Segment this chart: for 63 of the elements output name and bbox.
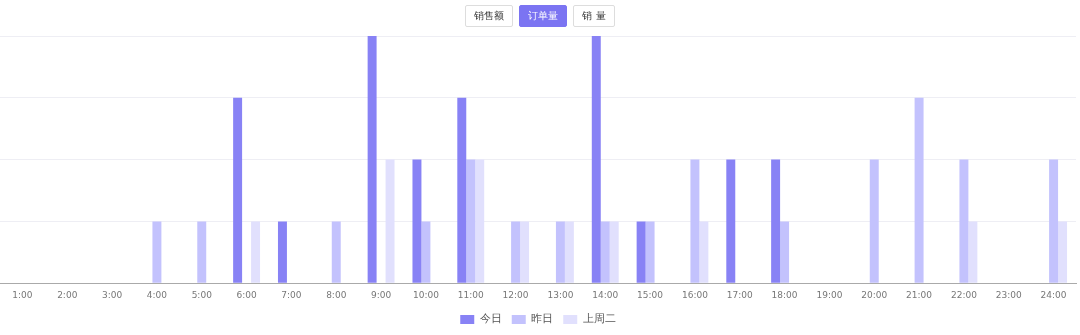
bar: [1058, 221, 1068, 283]
bar: [699, 221, 709, 283]
x-tick-label: 3:00: [101, 289, 123, 300]
x-tick-label: 13:00: [547, 289, 574, 300]
bar: [914, 97, 924, 283]
bar: [591, 36, 601, 283]
x-tick-label: 11:00: [457, 289, 484, 300]
x-tick-label: 24:00: [1040, 289, 1067, 300]
bar: [233, 97, 243, 283]
bar: [457, 97, 467, 283]
bar: [869, 159, 879, 283]
bar: [609, 221, 619, 283]
x-tick-label: 15:00: [637, 289, 664, 300]
legend-label: 上周二: [582, 312, 616, 326]
bar: [690, 159, 700, 283]
bar: [555, 221, 565, 283]
bar: [367, 36, 377, 283]
legend-label: 昨日: [531, 312, 554, 326]
bar: [197, 221, 207, 283]
x-tick-label: 18:00: [771, 289, 798, 300]
bar: [726, 159, 736, 283]
bar: [959, 159, 969, 283]
x-tick-label: 14:00: [592, 289, 619, 300]
text: 销 量: [573, 5, 615, 27]
x-tick-label: 5:00: [191, 289, 213, 300]
legend-label: 今日: [479, 312, 502, 326]
x-tick-label: 9:00: [370, 289, 392, 300]
bar: [645, 221, 655, 283]
x-tick-label: 20:00: [861, 289, 888, 300]
bar: [412, 159, 422, 283]
bar: [421, 221, 431, 283]
bar: [600, 221, 610, 283]
x-tick-label: 2:00: [57, 289, 78, 300]
x-tick-label: 12:00: [502, 289, 529, 300]
bar: [152, 221, 162, 283]
x-tick-label: 1:00: [12, 289, 33, 300]
x-tick-label: 10:00: [412, 289, 440, 300]
bar: [277, 221, 287, 283]
bar: [520, 221, 530, 283]
bar: [511, 221, 521, 283]
bar: [1049, 159, 1059, 283]
bar: [564, 221, 574, 283]
x-tick-label: 19:00: [816, 289, 843, 300]
bar: [771, 159, 781, 283]
bar: [636, 221, 646, 283]
x-tick-label: 8:00: [326, 289, 347, 300]
x-tick-label: 4:00: [146, 289, 168, 300]
bar: [475, 159, 485, 283]
x-tick-label: 21:00: [906, 289, 933, 300]
bar: [466, 159, 476, 283]
bar: [385, 159, 395, 283]
x-tick-label: 22:00: [950, 289, 978, 300]
x-tick-label: 17:00: [726, 289, 753, 300]
bar: [968, 221, 978, 283]
x-tick-label: 7:00: [281, 289, 302, 300]
x-tick-label: 6:00: [236, 289, 257, 300]
x-tick-label: 16:00: [681, 289, 709, 300]
bar: [331, 221, 341, 283]
bar: [780, 221, 790, 283]
bar: [251, 221, 261, 283]
text: 销售额: [465, 5, 514, 27]
text: 订单量: [519, 5, 568, 27]
x-tick-label: 23:00: [995, 289, 1022, 300]
